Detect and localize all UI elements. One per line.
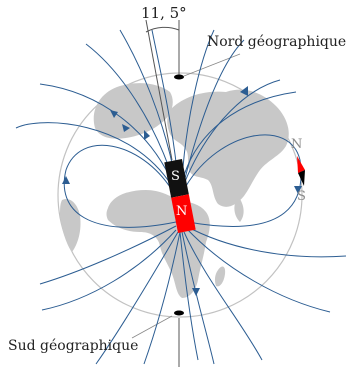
field-line (41, 229, 177, 311)
field-line (151, 29, 179, 181)
africa-landmass (106, 190, 210, 298)
declination-angle-label: 11, 5° (141, 4, 187, 22)
declination-reference-line (145, 19, 173, 161)
field-line (63, 144, 177, 228)
field-arrows (62, 86, 302, 296)
declination-arc (145, 26, 180, 33)
madagascar-landmass (214, 266, 226, 287)
field-line (15, 122, 173, 187)
field-line (183, 231, 263, 361)
magnet-north-label: N (176, 204, 188, 219)
arrow-head (144, 130, 150, 140)
compass-north-tip (297, 156, 305, 173)
arrow-head (240, 86, 248, 96)
compass-needle (297, 156, 305, 186)
field-line (119, 29, 177, 183)
magnet-south-label: S (171, 169, 180, 184)
field-line (185, 134, 302, 227)
arrow-head (192, 288, 200, 296)
globe-outline (57, 72, 303, 318)
eurasia-landmass (167, 89, 289, 207)
field-line (181, 231, 215, 365)
field-line (185, 225, 347, 258)
compass-south-label: S (297, 189, 306, 204)
field-line (95, 231, 179, 365)
field-line (143, 231, 181, 365)
field-line (85, 43, 175, 183)
arrow-head (62, 176, 70, 184)
field-lines (15, 29, 347, 365)
field-line (181, 91, 297, 183)
field-line (179, 231, 199, 361)
south-america-landmass (60, 198, 81, 252)
geographic-north-label: Nord géographique (207, 34, 347, 50)
arrow-head (122, 124, 130, 132)
field-line (39, 83, 175, 187)
field-line (181, 29, 215, 181)
field-line (39, 225, 177, 285)
south-label-leader (131, 315, 173, 339)
geographic-north-pole-marker (174, 74, 184, 80)
north-label-leader (183, 53, 241, 77)
india-landmass (234, 196, 244, 222)
field-line (185, 227, 331, 313)
geographic-south-pole-marker (174, 310, 184, 316)
arrow-head (294, 186, 302, 194)
geographic-axis (145, 19, 180, 367)
magnet-south-half (164, 158, 189, 198)
compass-north-label: N (291, 137, 303, 152)
magnet-north-half (171, 194, 196, 234)
field-line (183, 79, 281, 185)
greenland-landmass (93, 83, 173, 139)
arrow-head (110, 110, 118, 118)
compass-south-tip (298, 170, 305, 186)
bar-magnet (164, 158, 196, 234)
geographic-south-label: Sud géographique (8, 338, 139, 354)
